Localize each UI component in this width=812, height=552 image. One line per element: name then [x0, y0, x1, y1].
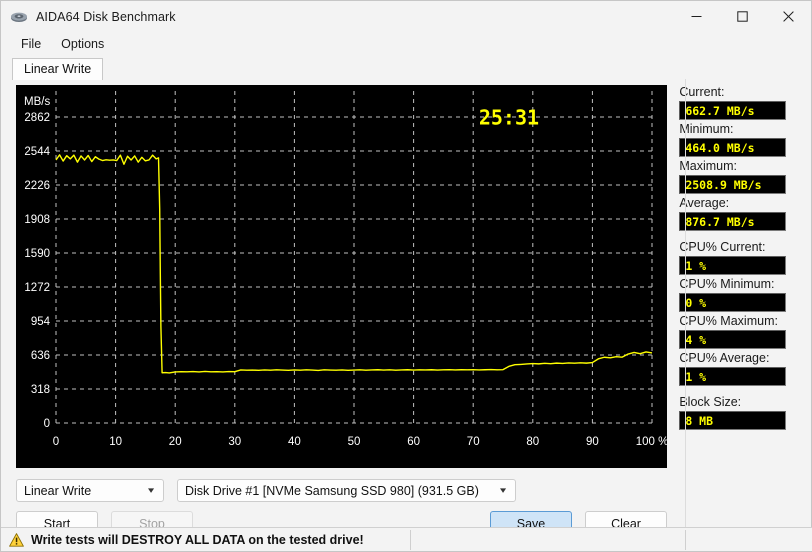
stat-block: CPU% Average: 1 %: [679, 351, 811, 386]
y-tick-label: 2226: [24, 180, 50, 192]
stat-block: Maximum: 2508.9 MB/s: [679, 159, 811, 194]
status-separator-1: [410, 530, 411, 550]
y-tick-label: 2862: [24, 112, 50, 124]
x-tick-label: 40: [288, 436, 301, 448]
menu-item-options[interactable]: Options: [61, 37, 105, 51]
stat-value: 2508.9 MB/s: [679, 175, 787, 194]
y-tick-label: 2544: [24, 146, 50, 158]
stat-label: CPU% Current:: [679, 240, 766, 254]
warning-triangle-icon: [9, 532, 24, 547]
stat-value: 1 %: [679, 256, 787, 275]
x-tick-label: 0: [53, 436, 59, 448]
stat-value: 4 %: [679, 330, 787, 349]
x-tick-label: 90: [586, 436, 599, 448]
maximize-button[interactable]: [719, 1, 765, 32]
stat-block: Minimum: 464.0 MB/s: [679, 122, 811, 157]
menu-item-file[interactable]: File: [21, 37, 42, 51]
test-mode-value: Linear Write: [24, 483, 92, 498]
tab-linear-write[interactable]: Linear Write: [12, 58, 104, 80]
disk-icon: [10, 8, 28, 26]
stat-label: Average:: [679, 196, 730, 210]
stat-value: 662.7 MB/s: [679, 101, 787, 120]
stat-block: CPU% Maximum: 4 %: [679, 314, 811, 349]
menu-bar: File Options: [1, 32, 811, 56]
x-tick-label: 30: [228, 436, 241, 448]
stat-label: Block Size:: [679, 395, 742, 409]
benchmark-chart: MB/s 0 318 636 954 1272 1590 1908 2226 2544 2862 0 1…: [16, 85, 667, 468]
stat-label: CPU% Maximum:: [679, 314, 778, 328]
stat-value: 876.7 MB/s: [679, 212, 787, 231]
stat-label: Maximum:: [679, 159, 737, 173]
stat-value: 0 %: [679, 293, 787, 312]
x-tick-label: 10: [109, 436, 122, 448]
y-tick-label: 636: [31, 350, 50, 362]
stat-value: 8 MB: [679, 411, 787, 430]
stat-value: 1 %: [679, 367, 787, 386]
stat-value: 464.0 MB/s: [679, 138, 787, 157]
elapsed-timer: 25:31: [479, 106, 539, 130]
chevron-down-icon: ▾: [147, 485, 155, 495]
status-separator-2: [685, 530, 686, 550]
stat-block: Block Size: 8 MB: [679, 395, 811, 430]
chevron-down-icon: ▾: [499, 485, 507, 495]
selectors-row: Linear Write ▾ Disk Drive #1 [NVMe Samsu…: [16, 479, 667, 502]
chart-canvas: MB/s 0 318 636 954 1272 1590 1908 2226 2544 2862 0 1…: [24, 91, 667, 448]
y-tick-label: 0: [44, 418, 50, 430]
y-tick-label: 318: [31, 384, 50, 396]
y-tick-label: 1908: [24, 214, 50, 226]
test-mode-select[interactable]: Linear Write ▾: [16, 479, 164, 502]
x-tick-label: 60: [407, 436, 420, 448]
tab-label: Linear Write: [24, 62, 92, 76]
y-tick-label: 1590: [24, 248, 50, 260]
y-tick-label: 1272: [24, 282, 50, 294]
stat-label: Current:: [679, 85, 725, 99]
content-area: MB/s 0 318 636 954 1272 1590 1908 2226 2544 2862 0 1…: [1, 79, 811, 551]
stat-block: CPU% Minimum: 0 %: [679, 277, 811, 312]
title-bar: AIDA64 Disk Benchmark: [1, 1, 811, 32]
stat-label: CPU% Average:: [679, 351, 770, 365]
status-bar: Write tests will DESTROY ALL DATA on the…: [1, 527, 812, 551]
statistics-panel: Current: 662.7 MB/s Minimum: 464.0 MB/s Maxi…: [679, 79, 811, 551]
x-tick-label: 100 %: [636, 436, 667, 448]
data-series-line: [55, 154, 653, 374]
x-tick-label: 20: [169, 436, 182, 448]
drive-value: Disk Drive #1 [NVMe Samsung SSD 980] (93…: [185, 483, 479, 498]
stat-block: CPU% Current: 1 %: [679, 240, 811, 275]
y-axis-unit-label: MB/s: [24, 96, 50, 108]
warning-text: Write tests will DESTROY ALL DATA on the…: [31, 532, 364, 547]
x-tick-label: 80: [526, 436, 539, 448]
chart-and-controls: MB/s 0 318 636 954 1272 1590 1908 2226 2544 2862 0 1…: [1, 79, 679, 551]
close-button[interactable]: [765, 1, 811, 32]
tab-strip: Linear Write: [1, 56, 811, 80]
x-tick-label: 70: [467, 436, 480, 448]
panel-divider: [685, 79, 686, 551]
stat-label: Minimum:: [679, 122, 734, 136]
drive-select[interactable]: Disk Drive #1 [NVMe Samsung SSD 980] (93…: [177, 479, 516, 502]
window-controls: [673, 1, 811, 32]
stat-block: Average: 876.7 MB/s: [679, 196, 811, 231]
stat-block: Current: 662.7 MB/s: [679, 85, 811, 120]
stat-label: CPU% Minimum:: [679, 277, 775, 291]
y-tick-label: 954: [31, 316, 51, 328]
window-title: AIDA64 Disk Benchmark: [36, 9, 176, 24]
minimize-button[interactable]: [673, 1, 719, 32]
x-tick-label: 50: [348, 436, 361, 448]
